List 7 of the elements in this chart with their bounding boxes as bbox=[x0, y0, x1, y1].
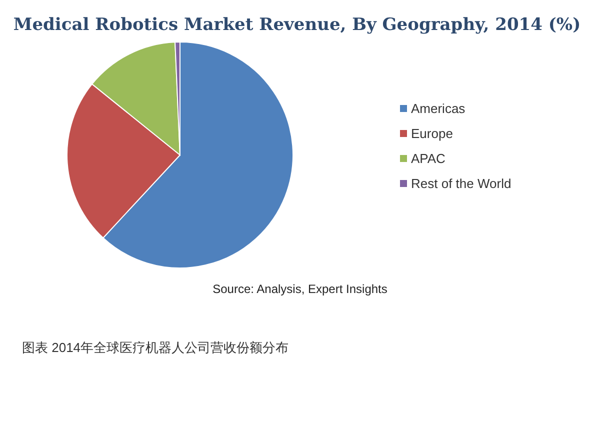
legend-label: APAC bbox=[411, 151, 446, 166]
legend-label: Rest of the World bbox=[411, 176, 512, 191]
legend-label: Europe bbox=[411, 126, 453, 141]
legend-label: Americas bbox=[411, 101, 466, 116]
source-note: Source: Analysis, Expert Insights bbox=[212, 282, 388, 296]
text: 图表 2014年全球医疗机器人公司营收份额分布 bbox=[22, 340, 289, 355]
chart-title: Medical Robotics Market Revenue, By Geography, 2014 (%) bbox=[13, 15, 581, 35]
